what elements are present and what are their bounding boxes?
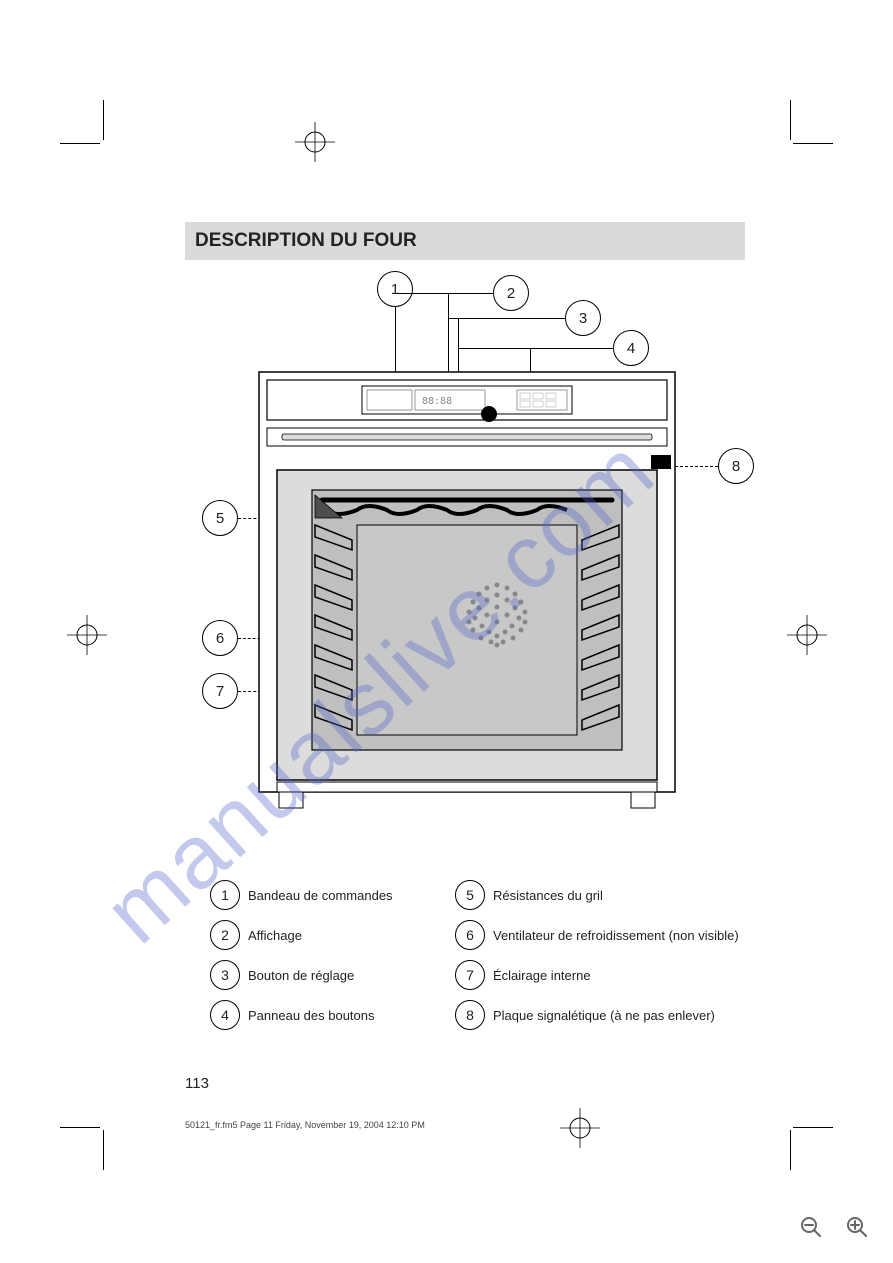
legend-item-2: 2 Affichage	[210, 920, 302, 950]
registration-mark	[67, 615, 107, 655]
legend-circle: 3	[210, 960, 240, 990]
registration-mark	[787, 615, 827, 655]
legend-item-5: 5 Résistances du gril	[455, 880, 603, 910]
page-number: 113	[185, 1075, 209, 1092]
crop-mark	[103, 100, 104, 140]
legend-label: Éclairage interne	[493, 968, 591, 983]
crop-mark	[790, 100, 791, 140]
zoom-in-button[interactable]	[841, 1211, 873, 1243]
oven-illustration: 88:88	[257, 370, 677, 825]
crop-mark	[103, 1130, 104, 1170]
crop-mark	[60, 1127, 100, 1128]
legend-circle: 6	[455, 920, 485, 950]
legend-item-7: 7 Éclairage interne	[455, 960, 591, 990]
legend-label: Plaque signalétique (à ne pas enlever)	[493, 1008, 715, 1023]
lead-line	[395, 293, 493, 294]
section-title: DESCRIPTION DU FOUR	[195, 230, 417, 252]
crop-mark	[60, 143, 100, 144]
callout-3: 3	[565, 300, 601, 336]
legend-item-6: 6 Ventilateur de refroidissement (non vi…	[455, 920, 739, 950]
legend-circle: 2	[210, 920, 240, 950]
section-title-bar: DESCRIPTION DU FOUR	[185, 222, 745, 260]
legend-circle: 4	[210, 1000, 240, 1030]
crop-mark	[793, 143, 833, 144]
legend-label: Affichage	[248, 928, 302, 943]
legend-label: Ventilateur de refroidissement (non visi…	[493, 928, 739, 943]
lead-line	[458, 348, 613, 349]
crop-mark	[790, 1130, 791, 1170]
legend-circle: 7	[455, 960, 485, 990]
zoom-controls	[795, 1211, 873, 1243]
legend-item-4: 4 Panneau des boutons	[210, 1000, 375, 1030]
registration-mark	[295, 122, 335, 162]
legend-circle: 5	[455, 880, 485, 910]
callout-7: 7	[202, 673, 238, 709]
zoom-in-icon	[845, 1215, 869, 1239]
callout-5: 5	[202, 500, 238, 536]
callout-2: 2	[493, 275, 529, 311]
footer-filename: 50121_fr.fm5 Page 11 Friday, November 19…	[185, 1120, 425, 1130]
callout-1: 1	[377, 271, 413, 307]
page-container: DESCRIPTION DU FOUR 1 2 3 4 8 5 6 7	[0, 0, 893, 1263]
legend-item-1: 1 Bandeau de commandes	[210, 880, 393, 910]
legend-label: Bandeau de commandes	[248, 888, 393, 903]
legend-label: Panneau des boutons	[248, 1008, 375, 1023]
legend-item-8: 8 Plaque signalétique (à ne pas enlever)	[455, 1000, 715, 1030]
legend-label: Bouton de réglage	[248, 968, 354, 983]
zoom-out-button[interactable]	[795, 1211, 827, 1243]
legend-label: Résistances du gril	[493, 888, 603, 903]
registration-mark	[560, 1108, 600, 1148]
callout-8: 8	[718, 448, 754, 484]
callout-6: 6	[202, 620, 238, 656]
legend-circle: 1	[210, 880, 240, 910]
legend-item-3: 3 Bouton de réglage	[210, 960, 354, 990]
svg-text:88:88: 88:88	[422, 396, 452, 407]
zoom-out-icon	[799, 1215, 823, 1239]
crop-mark	[793, 1127, 833, 1128]
lead-line	[448, 318, 565, 319]
legend-circle: 8	[455, 1000, 485, 1030]
callout-4: 4	[613, 330, 649, 366]
